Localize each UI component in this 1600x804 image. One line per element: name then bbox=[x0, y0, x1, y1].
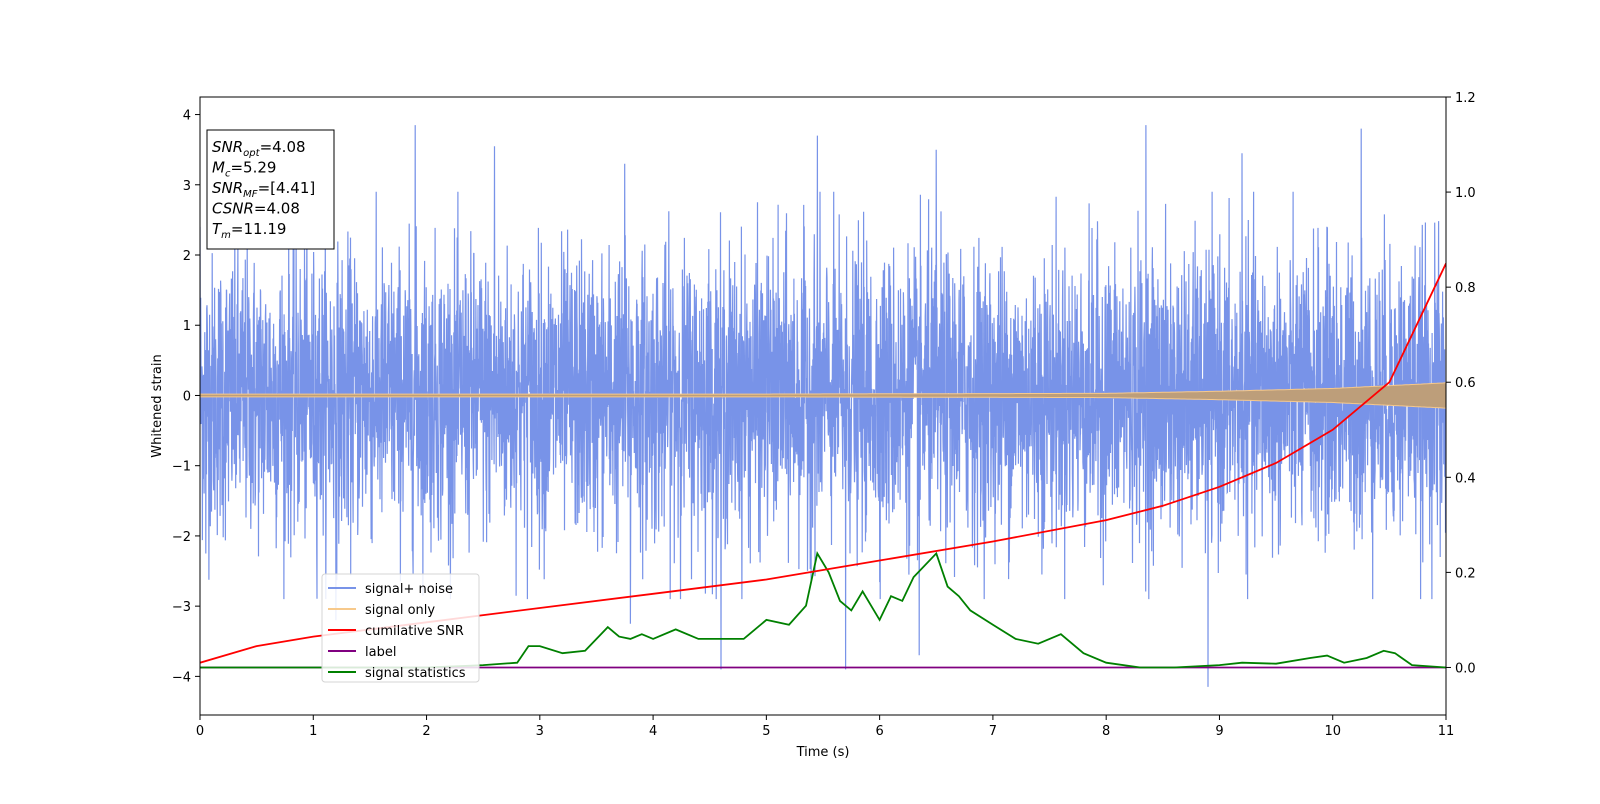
info-symbol: M bbox=[212, 159, 225, 177]
legend-frame bbox=[321, 573, 480, 683]
y-axis-left: 4 3 2 1 0 −1 −2 −3 −4 bbox=[172, 109, 200, 685]
legend-label: cumilative SNR bbox=[365, 624, 464, 639]
y2-tick-label: 0.0 bbox=[1455, 661, 1476, 676]
info-line: CSNR=4.08 bbox=[212, 200, 300, 218]
info-line: Tm=11.19 bbox=[212, 220, 286, 241]
y2-tick-label: 0.2 bbox=[1455, 566, 1476, 581]
x-tick-label: 10 bbox=[1324, 724, 1341, 739]
info-symbol: SNR bbox=[212, 179, 243, 197]
info-line: SNRopt=4.08 bbox=[212, 138, 306, 159]
y-tick-label: 0 bbox=[183, 389, 191, 404]
info-subscript: opt bbox=[243, 148, 260, 159]
x-tick-label: 5 bbox=[762, 724, 770, 739]
series-signal-only-band bbox=[200, 382, 1446, 409]
legend-label: signal only bbox=[365, 603, 435, 618]
legend-label: label bbox=[365, 645, 396, 660]
x-axis: 0 1 2 3 4 5 6 7 8 9 10 11 bbox=[196, 715, 1454, 739]
x-tick-label: 8 bbox=[1102, 724, 1110, 739]
x-tick-label: 11 bbox=[1438, 724, 1455, 739]
plot-frame bbox=[199, 96, 1447, 716]
x-tick-label: 9 bbox=[1215, 724, 1223, 739]
info-line: SNRMF=[4.41] bbox=[212, 179, 315, 200]
info-value: =[4.41] bbox=[258, 179, 316, 197]
y2-tick-label: 0.8 bbox=[1455, 281, 1476, 296]
y2-tick-label: 0.6 bbox=[1455, 376, 1476, 391]
x-tick-label: 0 bbox=[196, 724, 204, 739]
x-axis-title: Time (s) bbox=[796, 745, 850, 760]
y-tick-label: −3 bbox=[172, 600, 191, 615]
legend-label: signal statistics bbox=[365, 666, 466, 681]
y-axis-right: 1.2 1.0 0.8 0.6 0.4 0.2 0.0 bbox=[1446, 91, 1476, 676]
y-tick-label: 3 bbox=[183, 179, 191, 194]
info-value: =11.19 bbox=[231, 220, 287, 238]
info-value: =4.08 bbox=[260, 138, 306, 156]
info-symbol: SNR bbox=[212, 138, 243, 156]
info-subscript: c bbox=[225, 169, 231, 180]
y-tick-label: 4 bbox=[183, 109, 191, 124]
y-tick-label: 1 bbox=[183, 319, 191, 334]
info-symbol: T bbox=[212, 220, 223, 238]
series-signal-statistics-line bbox=[200, 550, 1446, 669]
x-tick-label: 6 bbox=[875, 724, 883, 739]
x-tick-label: 7 bbox=[989, 724, 997, 739]
info-line: Mc=5.29 bbox=[212, 159, 276, 180]
y-tick-label: 2 bbox=[183, 249, 191, 264]
x-tick-label: 1 bbox=[309, 724, 317, 739]
y-tick-label: −2 bbox=[172, 530, 191, 545]
y-tick-label: −1 bbox=[172, 460, 191, 475]
info-subscript: MF bbox=[243, 189, 258, 200]
y2-tick-label: 1.0 bbox=[1455, 186, 1476, 201]
info-box-frame bbox=[206, 129, 335, 250]
x-tick-label: 4 bbox=[649, 724, 657, 739]
info-symbol: CSNR bbox=[212, 200, 254, 218]
y-axis-title: Whitened strain bbox=[150, 354, 165, 457]
legend-label: signal+ noise bbox=[365, 582, 453, 597]
info-subscript: m bbox=[221, 230, 231, 241]
x-tick-label: 2 bbox=[422, 724, 430, 739]
x-tick-label: 3 bbox=[536, 724, 544, 739]
info-box: SNRopt=4.08Mc=5.29SNRMF=[4.41]CSNR=4.08T… bbox=[206, 129, 335, 250]
y2-tick-label: 1.2 bbox=[1455, 91, 1476, 106]
legend: signal+ noise signal only cumilative SNR la… bbox=[321, 573, 480, 683]
y-tick-label: −4 bbox=[172, 670, 191, 685]
y2-tick-label: 0.4 bbox=[1455, 471, 1476, 486]
info-value: =5.29 bbox=[230, 159, 276, 177]
series-signal-noise-line bbox=[200, 125, 1446, 687]
info-value: =4.08 bbox=[254, 200, 300, 218]
